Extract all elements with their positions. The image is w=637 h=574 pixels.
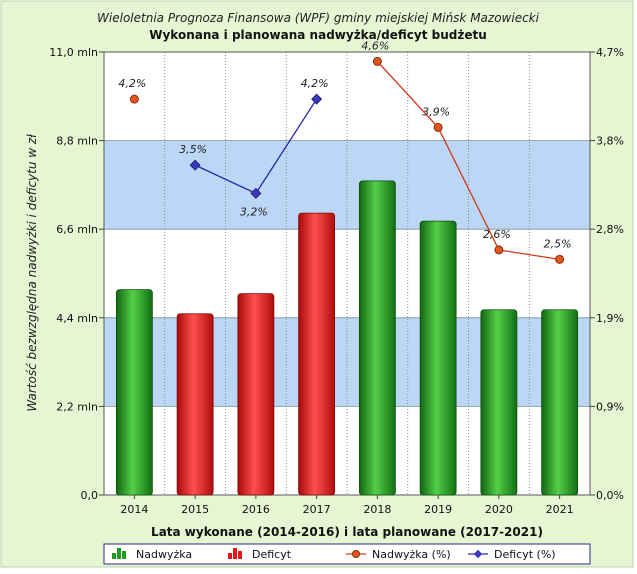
bar-surplus-2021 xyxy=(541,309,579,496)
y-left-tick-label: 0,0 xyxy=(81,489,99,502)
legend-swatch-1 xyxy=(238,551,242,559)
legend-label-2: Nadwyżka (%) xyxy=(372,548,451,561)
x-tick-label: 2019 xyxy=(424,503,452,516)
surplus-pct-point-2020 xyxy=(494,245,504,255)
y-right-tick-label: 0,0% xyxy=(596,489,624,502)
legend-label-1: Deficyt xyxy=(252,548,292,561)
deficit-pct-point-2016 xyxy=(250,187,262,199)
point-label: 2,6% xyxy=(483,228,511,241)
y-left-tick-label: 2,2 mln xyxy=(56,400,98,413)
y-left-tick-label: 6,6 mln xyxy=(56,223,98,236)
legend-swatch-1 xyxy=(233,548,237,559)
chart-subtitle: Wykonana i planowana nadwyżka/deficyt bu… xyxy=(149,28,486,42)
point-label: 4,6% xyxy=(361,39,389,52)
x-tick-label: 2015 xyxy=(181,503,209,516)
bar-surplus-2020 xyxy=(480,309,518,496)
x-tick-label: 2018 xyxy=(363,503,391,516)
point-label: 3,9% xyxy=(422,105,450,118)
bar-deficit-2015 xyxy=(176,313,214,496)
plot-border xyxy=(103,51,591,496)
surplus-pct-point-2019 xyxy=(433,122,443,132)
legend-label-3: Deficyt (%) xyxy=(494,548,556,561)
legend-label-0: Nadwyżka xyxy=(136,548,192,561)
surplus-pct-point-2014 xyxy=(129,94,139,104)
deficit-pct-point-2015 xyxy=(189,159,201,171)
y-left-tick-label: 11,0 mln xyxy=(49,46,98,59)
legend-swatch-1 xyxy=(228,553,232,559)
legend-swatch-0 xyxy=(112,553,116,559)
point-label: 3,5% xyxy=(179,143,207,156)
x-tick-label: 2016 xyxy=(242,503,270,516)
legend-swatch-0 xyxy=(122,551,126,559)
point-label: 2,5% xyxy=(544,237,572,250)
surplus-pct-point-2018 xyxy=(372,56,382,66)
y-left-tick-label: 8,8 mln xyxy=(56,135,98,148)
x-tick-label: 2021 xyxy=(546,503,574,516)
y-right-tick-label: 0,9% xyxy=(596,400,624,413)
legend-swatch-marker-2 xyxy=(352,550,360,558)
legend-swatch-marker-3 xyxy=(473,549,483,559)
surplus-pct-point-2021 xyxy=(555,254,565,264)
series-line-0 xyxy=(376,60,560,261)
chart-title: Wieloletnia Prognoza Finansowa (WPF) gmi… xyxy=(97,11,540,25)
y-left-tick-label: 4,4 mln xyxy=(56,312,98,325)
deficit-pct-point-2017 xyxy=(311,93,323,105)
x-axis-title: Lata wykonane (2014-2016) i lata planowa… xyxy=(151,525,543,539)
x-tick-label: 2020 xyxy=(485,503,513,516)
x-tick-label: 2014 xyxy=(120,503,148,516)
x-tick-label: 2017 xyxy=(303,503,331,516)
y-right-tick-label: 3,8% xyxy=(596,135,624,148)
point-label: 4,2% xyxy=(118,77,146,90)
point-label: 4,2% xyxy=(301,77,329,90)
bar-surplus-2019 xyxy=(419,220,457,496)
y-right-tick-label: 1,9% xyxy=(596,312,624,325)
bar-deficit-2016 xyxy=(237,293,275,496)
y-right-tick-label: 4,7% xyxy=(596,46,624,59)
y-axis-title: Wartość bezwzględna nadwyżki i deficytu … xyxy=(25,134,39,412)
bar-surplus-2018 xyxy=(358,180,396,496)
y-right-tick-label: 2,8% xyxy=(596,223,624,236)
point-label: 3,2% xyxy=(240,205,268,218)
bar-deficit-2017 xyxy=(298,212,336,496)
legend-swatch-0 xyxy=(117,548,121,559)
bar-surplus-2014 xyxy=(115,289,153,496)
